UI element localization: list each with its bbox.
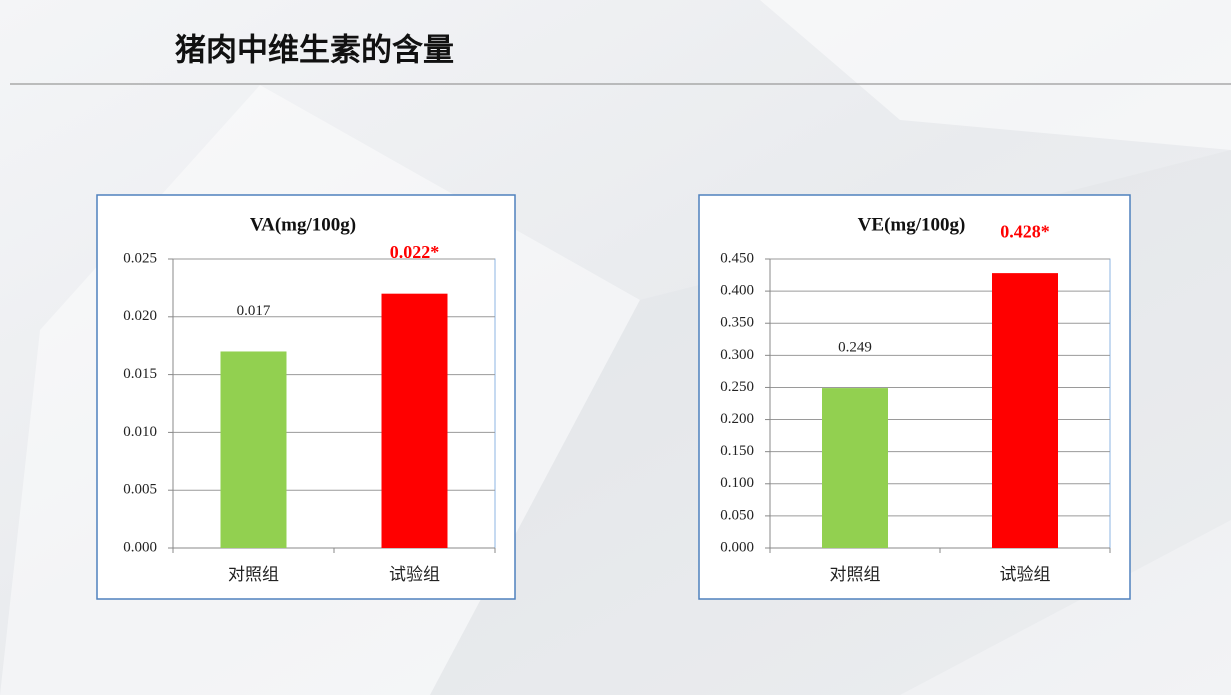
- y-tick-label: 0.020: [123, 308, 157, 324]
- bar: [381, 293, 448, 548]
- chart-frame: [96, 194, 516, 600]
- y-tick-label: 0.005: [123, 482, 157, 498]
- y-tick-label: 0.350: [720, 315, 754, 331]
- bar: [220, 351, 287, 548]
- x-tick-label: 试验组: [1000, 565, 1051, 585]
- bar: [992, 273, 1058, 548]
- bg-shape: [760, 0, 1231, 150]
- y-tick-label: 0.250: [720, 379, 754, 395]
- slide-title: 猪肉中维生素的含量: [175, 33, 454, 69]
- x-tick-label: 对照组: [228, 565, 279, 585]
- data-label: 0.022*: [390, 242, 440, 262]
- y-tick-label: 0.050: [720, 507, 754, 523]
- y-tick-label: 0.400: [720, 283, 754, 299]
- chart-frame: [698, 194, 1131, 600]
- chart-title: VA(mg/100g): [250, 214, 356, 235]
- y-tick-label: 0.025: [123, 250, 157, 266]
- data-label: 0.249: [838, 340, 872, 356]
- y-tick-label: 0.300: [720, 347, 754, 363]
- y-tick-label: 0.015: [123, 366, 157, 382]
- data-label: 0.428*: [1000, 221, 1050, 241]
- bar: [822, 388, 888, 548]
- y-tick-label: 0.450: [720, 250, 754, 266]
- y-tick-label: 0.150: [720, 443, 754, 459]
- y-tick-label: 0.010: [123, 424, 157, 440]
- y-tick-label: 0.000: [123, 539, 157, 555]
- chart-title: VE(mg/100g): [858, 214, 966, 235]
- y-tick-label: 0.100: [720, 475, 754, 491]
- x-tick-label: 对照组: [830, 565, 881, 585]
- y-tick-label: 0.200: [720, 411, 754, 427]
- y-tick-label: 0.000: [720, 539, 754, 555]
- data-label: 0.017: [237, 303, 271, 319]
- x-tick-label: 试验组: [389, 565, 440, 585]
